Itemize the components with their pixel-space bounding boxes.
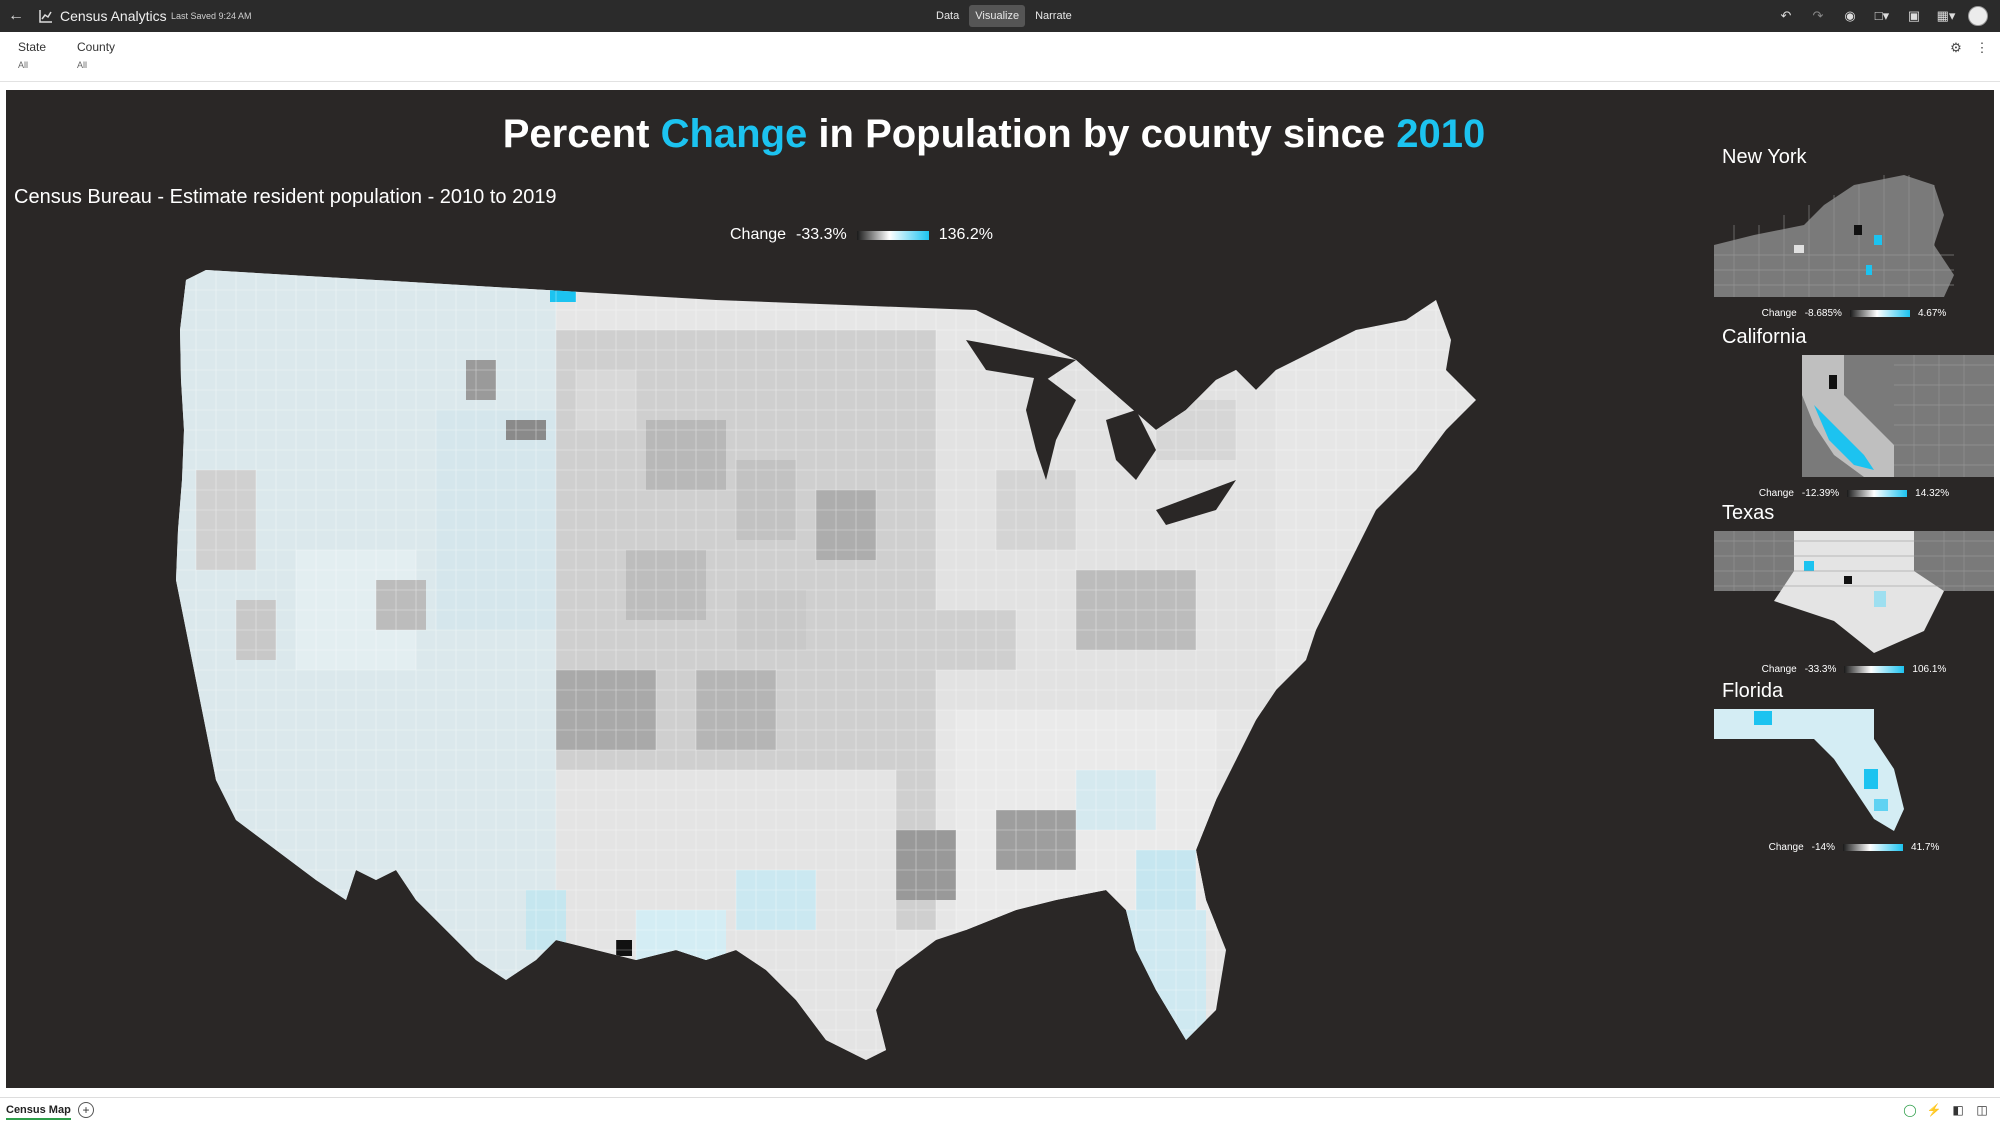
bottom-bar: Census Map + ◯ ⚡ ◧ ◫ <box>0 1097 2000 1125</box>
state-legend: Change -8.685% 4.67% <box>1714 308 1994 319</box>
state-legend: Change -14% 41.7% <box>1714 842 1994 853</box>
globe-icon[interactable]: ◉ <box>1844 8 1856 23</box>
state-filter-value: All <box>18 60 29 70</box>
state-filter-label: State <box>18 40 47 54</box>
map-legend: Change -33.3% 136.2% <box>730 226 993 244</box>
state-legend-max: 41.7% <box>1911 842 1940 853</box>
state-legend-max: 106.1% <box>1912 664 1947 675</box>
avatar[interactable] <box>1968 6 1988 26</box>
state-legend-gradient-bar <box>1849 310 1910 317</box>
county-filter[interactable]: County All <box>77 40 115 70</box>
state-legend-gradient-bar <box>1843 844 1904 851</box>
legend-min: -33.3% <box>796 226 847 243</box>
state-legend-label: Change <box>1758 488 1794 499</box>
legend-max: 136.2% <box>938 226 994 243</box>
panel-split-icon[interactable]: ◫ <box>1976 1103 1988 1117</box>
county-filter-label: County <box>77 40 116 54</box>
state-legend-gradient-bar <box>1847 490 1908 497</box>
state-title: Texas <box>1722 502 1775 524</box>
state-panel-texas: Texas Change -33.3% 106.1% <box>1714 502 1994 675</box>
state-legend-label: Change <box>1761 664 1797 675</box>
state-legend-min: -14% <box>1811 842 1836 853</box>
filter-bar: State All County All ⚙ ⋮ <box>0 32 2000 82</box>
title-part: Percent <box>502 112 661 156</box>
title-part-highlight: Change <box>660 112 808 156</box>
state-title: New York <box>1722 146 1807 168</box>
undo-icon[interactable]: ↶ <box>1780 8 1792 23</box>
save-dropdown-icon[interactable]: ▦▾ <box>1936 8 1956 23</box>
page-title: Percent Change in Population by county s… <box>6 112 1982 157</box>
mode-tabs: Data Visualize Narrate <box>930 5 1078 27</box>
state-panel-florida: Florida Change -14% 41.7% <box>1714 680 1994 853</box>
panel-left-icon[interactable]: ◧ <box>1952 1103 1964 1117</box>
last-saved-text: Last Saved 9:24 AM <box>171 11 252 21</box>
top-bar: ← Census Analytics Last Saved 9:24 AM Da… <box>0 0 2000 32</box>
legend-gradient-bar <box>856 230 929 240</box>
title-part-highlight: 2010 <box>1396 112 1486 156</box>
redo-icon[interactable]: ↷ <box>1812 8 1824 23</box>
bottom-bar-icons: ◯ ⚡ ◧ ◫ <box>1902 1102 1990 1118</box>
app-title: Census Analytics <box>60 8 167 24</box>
toolbar-right: ↶ ↷ ◉ □▾ ▣ ▦▾ <box>1776 6 1988 26</box>
visualization-canvas: Percent Change in Population by county s… <box>6 90 1994 1088</box>
florida-county-map[interactable] <box>1714 709 1994 831</box>
comment-dropdown-icon[interactable]: □▾ <box>1874 8 1890 23</box>
state-legend-label: Change <box>1768 842 1804 853</box>
state-legend-max: 14.32% <box>1915 488 1950 499</box>
settings-gear-icon[interactable]: ⚙ <box>1950 40 1962 55</box>
tab-data[interactable]: Data <box>936 10 960 22</box>
california-county-map[interactable] <box>1714 355 1994 477</box>
state-title: California <box>1722 326 1807 348</box>
state-panel-new-york: New York Change -8.685% 4.67% <box>1714 146 1994 319</box>
state-legend-gradient-bar <box>1844 666 1905 673</box>
state-legend-min: -12.39% <box>1801 488 1840 499</box>
present-icon[interactable]: ▣ <box>1907 8 1921 23</box>
state-legend: Change -33.3% 106.1% <box>1714 664 1994 675</box>
county-filter-value: All <box>77 60 88 70</box>
new-york-county-map[interactable] <box>1714 175 1994 297</box>
state-title: Florida <box>1722 680 1784 702</box>
texas-county-map[interactable] <box>1714 531 1994 653</box>
lightning-icon[interactable]: ⚡ <box>1926 1103 1942 1117</box>
us-county-choropleth-map[interactable] <box>176 250 1606 1070</box>
legend-label: Change <box>730 226 787 243</box>
state-legend-label: Change <box>1761 308 1797 319</box>
state-legend-max: 4.67% <box>1917 308 1947 319</box>
filter-bar-icons: ⚙ ⋮ <box>1948 40 1990 56</box>
tab-narrate[interactable]: Narrate <box>1035 10 1072 22</box>
shield-icon[interactable]: ◯ <box>1903 1103 1917 1117</box>
state-panel-california: California Change -12.39% 14.32% <box>1714 326 1994 499</box>
add-sheet-icon[interactable]: + <box>78 1102 94 1118</box>
sheet-tab-census-map[interactable]: Census Map <box>6 1104 71 1120</box>
chart-app-icon <box>39 10 52 23</box>
map-subtitle: Census Bureau - Estimate resident popula… <box>14 186 557 208</box>
state-legend: Change -12.39% 14.32% <box>1714 488 1994 499</box>
title-part: in Population by county since <box>807 112 1397 156</box>
state-filter[interactable]: State All <box>18 40 46 70</box>
tab-visualize[interactable]: Visualize <box>969 5 1026 27</box>
back-arrow-icon[interactable]: ← <box>8 7 24 24</box>
more-vertical-icon[interactable]: ⋮ <box>1975 40 1989 55</box>
state-legend-min: -33.3% <box>1804 664 1837 675</box>
state-legend-min: -8.685% <box>1804 308 1842 319</box>
